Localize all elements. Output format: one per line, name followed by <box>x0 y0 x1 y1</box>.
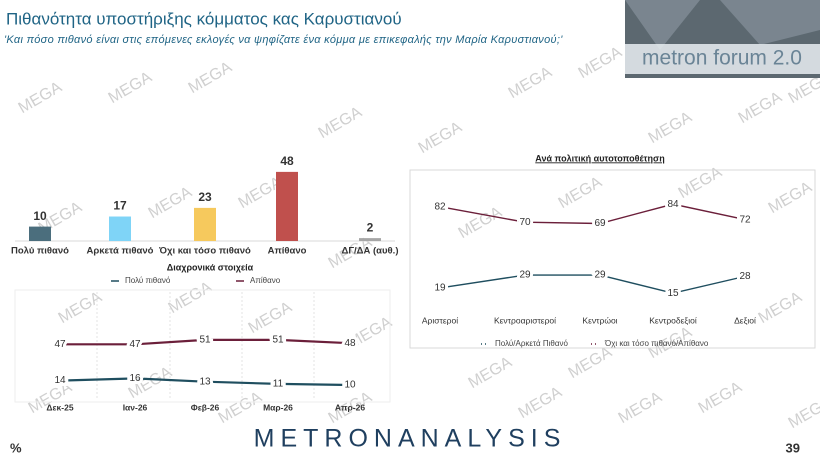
x-tick-label: Δεξιοί <box>734 315 756 325</box>
data-label: 17 <box>113 199 127 213</box>
unit-label: % <box>10 440 22 455</box>
watermark: MEGA <box>316 104 366 142</box>
data-label: 48 <box>344 338 356 349</box>
series-line <box>59 377 351 387</box>
watermark: MEGA <box>616 389 666 427</box>
data-label: 23 <box>198 190 212 204</box>
watermark: MEGA <box>736 89 786 127</box>
footer-brand: METRONANALYSIS <box>254 425 567 453</box>
watermark: MEGA <box>786 394 820 432</box>
bar <box>194 207 216 241</box>
data-label: 70 <box>519 217 531 228</box>
legend-label: Απίθανο <box>250 276 281 285</box>
x-tick-label: ΔΓ/ΔΑ (αυθ.) <box>342 246 399 257</box>
watermark: MEGA <box>756 289 806 327</box>
watermark: MEGA <box>456 204 506 242</box>
watermark: MEGA <box>216 389 266 427</box>
logo-band <box>625 44 820 74</box>
bar <box>276 171 298 241</box>
subtitle-box: 'Και πόσο πιθανό είναι στις επόμενες εκλ… <box>4 34 563 46</box>
x-tick-label: Κεντροαριστεροί <box>494 315 556 325</box>
chart-title: Ανά πολιτική αυτοτοποθέτηση <box>535 153 664 163</box>
data-label: 14 <box>54 375 66 386</box>
watermark: MEGA <box>466 354 516 392</box>
logo-text: metron forum 2.0 <box>642 47 802 70</box>
x-tick-label: Ιαν-26 <box>123 402 148 412</box>
watermark: MEGA <box>166 279 216 317</box>
data-label: 11 <box>273 379 284 390</box>
data-label: 72 <box>739 214 751 225</box>
x-tick-label: Αριστεροί <box>422 315 458 325</box>
x-tick-label: Αρκετά πιθανό <box>87 246 154 257</box>
series-line <box>439 203 746 225</box>
data-label: 13 <box>199 376 211 387</box>
x-tick-label: Φεβ-26 <box>191 402 220 412</box>
data-label: 2 <box>367 220 374 234</box>
watermark: MEGA <box>766 179 816 217</box>
series-line <box>60 338 351 346</box>
x-tick-label: Κεντροδεξιοί <box>649 315 697 325</box>
logo-pattern <box>625 0 820 50</box>
watermark: MEGA <box>646 109 696 147</box>
watermark: MEGA <box>566 344 616 382</box>
data-label: 29 <box>519 270 531 281</box>
x-tick-label: Μαρ-26 <box>263 402 293 412</box>
watermark: MEGA <box>516 384 566 422</box>
watermark: MEGA <box>56 289 106 327</box>
data-label: 19 <box>434 283 446 294</box>
x-tick-label: Πολύ πιθανό <box>11 246 69 257</box>
watermark: MEGA <box>416 119 466 157</box>
x-tick-label: Δεκ-25 <box>46 402 73 412</box>
data-label: 69 <box>594 218 606 229</box>
x-tick-label: Απρ-26 <box>335 402 365 412</box>
legend-label: Πολύ/Αρκετά Πιθανό <box>495 339 568 348</box>
data-label: 51 <box>272 335 284 346</box>
data-label: 48 <box>280 154 294 168</box>
chart-title: Διαχρονικά στοιχεία <box>167 262 254 272</box>
data-label: 84 <box>667 199 679 210</box>
bar <box>359 238 381 241</box>
watermark: MEGA <box>106 69 156 107</box>
data-label: 51 <box>199 335 211 346</box>
data-label: 47 <box>129 339 141 350</box>
watermark: MEGA <box>676 164 726 202</box>
watermark: MEGA <box>696 379 746 417</box>
data-label: 47 <box>54 339 66 350</box>
bar <box>29 226 51 241</box>
charts: 10 Πολύ πιθανό 17 Αρκετά πιθανό 23 Όχι και τό… <box>11 153 756 412</box>
slide-title: Πιθανότητα υποστήριξης κόμματος κας Καρυ… <box>6 9 402 28</box>
legend-label: Όχι και τόσο πιθανό/Απίθανο <box>604 339 709 348</box>
x-tick-label: Απίθανο <box>268 246 307 257</box>
data-label: 16 <box>129 373 141 384</box>
watermark: MEGA <box>16 79 66 117</box>
watermark: MEGA <box>556 174 606 212</box>
series-line <box>439 274 746 294</box>
slide-subtitle: 'Και πόσο πιθανό είναι στις επόμενες εκλ… <box>4 34 563 46</box>
data-label: 10 <box>33 209 47 223</box>
data-label: 15 <box>667 288 679 299</box>
watermark: MEGA <box>146 184 196 222</box>
chart-box <box>409 169 816 349</box>
x-tick-label: Όχι και τόσο πιθανό <box>158 246 251 257</box>
x-tick-label: Κεντρώοι <box>582 315 617 325</box>
bar <box>109 216 131 241</box>
chart-box <box>14 289 391 403</box>
data-label: 10 <box>344 380 356 391</box>
watermark: MEGA <box>246 299 296 337</box>
page-number: 39 <box>786 440 800 455</box>
data-label: 29 <box>594 270 606 281</box>
data-label: 28 <box>739 271 751 282</box>
legend-label: Πολύ πιθανό <box>125 276 171 285</box>
data-label: 82 <box>434 201 446 212</box>
